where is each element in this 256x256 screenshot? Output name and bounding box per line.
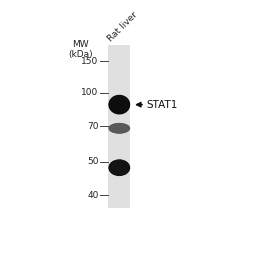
Ellipse shape (110, 124, 129, 133)
Bar (108, 45, 130, 208)
Ellipse shape (111, 162, 128, 174)
Ellipse shape (112, 125, 126, 132)
Ellipse shape (115, 127, 124, 130)
Text: Rat liver: Rat liver (106, 10, 139, 44)
Ellipse shape (114, 101, 124, 108)
Ellipse shape (111, 162, 127, 174)
Text: 100: 100 (81, 88, 99, 97)
Text: STAT1: STAT1 (147, 100, 178, 110)
Ellipse shape (112, 163, 126, 172)
Ellipse shape (113, 164, 125, 172)
Ellipse shape (109, 123, 130, 133)
Ellipse shape (115, 166, 123, 170)
Ellipse shape (116, 166, 123, 169)
Ellipse shape (108, 95, 130, 114)
Ellipse shape (110, 124, 128, 133)
Ellipse shape (112, 162, 127, 173)
Text: 50: 50 (87, 157, 99, 166)
Ellipse shape (114, 165, 124, 170)
Ellipse shape (108, 159, 130, 176)
Ellipse shape (109, 96, 129, 114)
Ellipse shape (110, 97, 128, 112)
Text: 40: 40 (87, 191, 99, 200)
Ellipse shape (116, 127, 123, 129)
Text: 150: 150 (81, 57, 99, 66)
Ellipse shape (114, 165, 125, 171)
Ellipse shape (109, 95, 130, 114)
Ellipse shape (110, 161, 128, 174)
Ellipse shape (109, 123, 129, 133)
Text: 70: 70 (87, 122, 99, 131)
Ellipse shape (114, 101, 125, 108)
Ellipse shape (113, 125, 126, 131)
Ellipse shape (112, 125, 126, 131)
Ellipse shape (112, 163, 126, 173)
Ellipse shape (113, 100, 126, 110)
Ellipse shape (114, 126, 125, 131)
Ellipse shape (116, 127, 123, 129)
Ellipse shape (110, 97, 129, 113)
Ellipse shape (111, 98, 128, 112)
Ellipse shape (113, 164, 126, 172)
Ellipse shape (115, 127, 123, 130)
Ellipse shape (110, 124, 129, 133)
Ellipse shape (110, 96, 129, 113)
Ellipse shape (109, 160, 130, 176)
Ellipse shape (114, 126, 125, 130)
Ellipse shape (115, 102, 123, 107)
Ellipse shape (116, 103, 123, 106)
Ellipse shape (114, 164, 125, 171)
Ellipse shape (109, 160, 129, 175)
Ellipse shape (114, 126, 124, 130)
Ellipse shape (111, 124, 128, 132)
Ellipse shape (115, 165, 124, 170)
Ellipse shape (113, 126, 125, 131)
Ellipse shape (113, 100, 125, 109)
Text: MW
(kDa): MW (kDa) (68, 40, 93, 59)
Ellipse shape (115, 102, 124, 108)
Ellipse shape (112, 98, 127, 111)
Ellipse shape (112, 99, 126, 111)
Ellipse shape (112, 125, 127, 132)
Ellipse shape (110, 161, 129, 175)
Ellipse shape (108, 123, 130, 134)
Ellipse shape (111, 98, 127, 111)
Ellipse shape (114, 101, 125, 109)
Ellipse shape (112, 99, 126, 110)
Ellipse shape (116, 166, 123, 169)
Ellipse shape (116, 103, 123, 106)
Ellipse shape (111, 125, 127, 132)
Ellipse shape (110, 161, 129, 175)
